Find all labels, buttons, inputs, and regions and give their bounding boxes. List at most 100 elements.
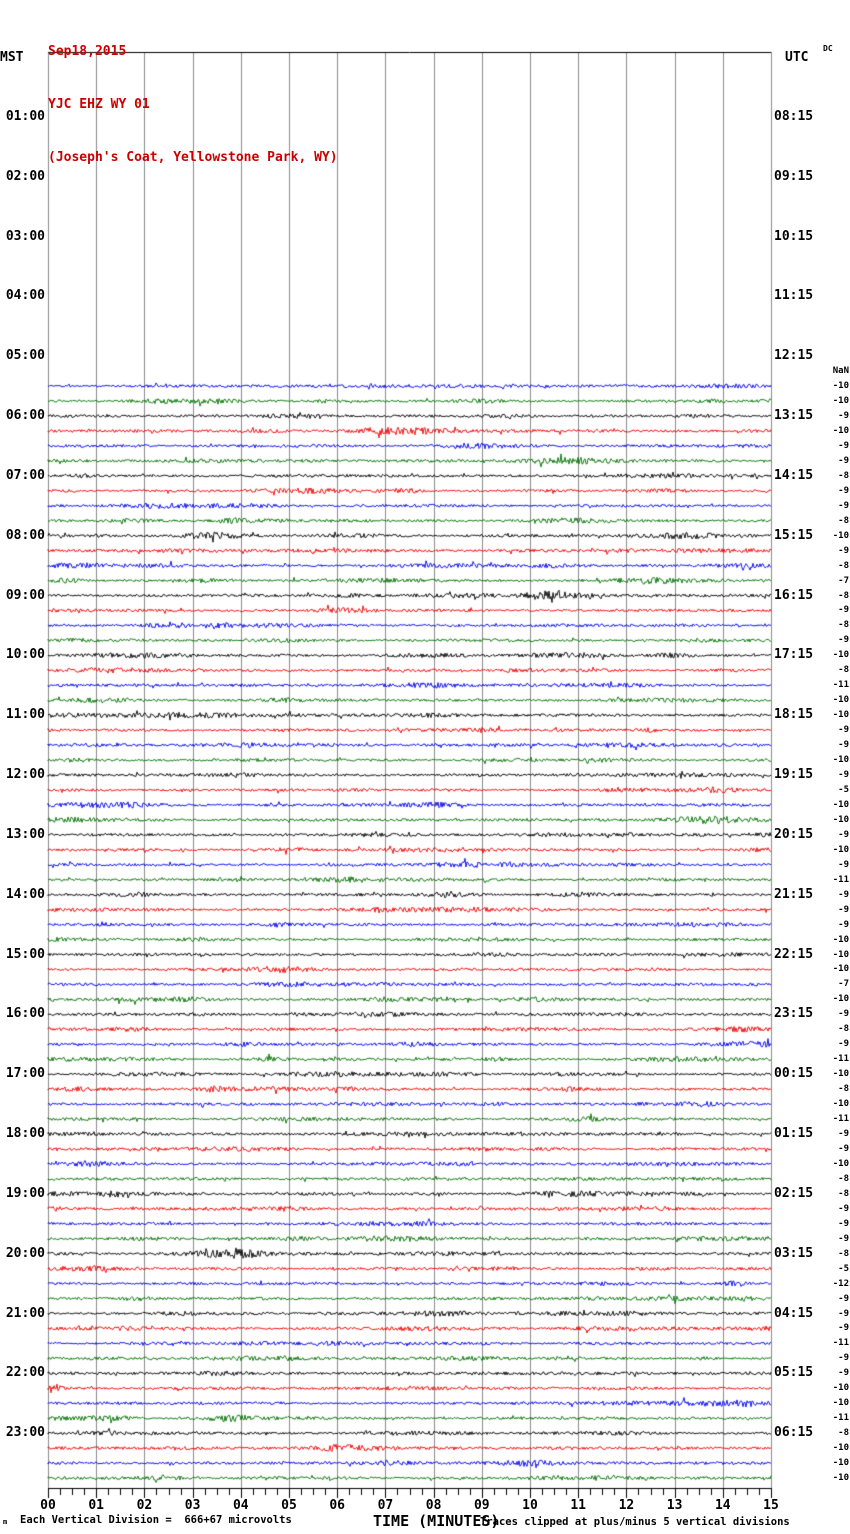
footer-corner-glyph: m — [3, 1518, 8, 1526]
mst-hour-label: 06:00 — [5, 408, 45, 423]
trace-dc-value: -11 — [832, 1413, 849, 1424]
trace-dc-value: -9 — [838, 1293, 849, 1304]
trace-dc-value: -10 — [832, 844, 849, 855]
trace-dc-value: -9 — [838, 635, 849, 646]
mst-hour-label: 12:00 — [5, 767, 45, 782]
trace-dc-value: -9 — [838, 545, 849, 556]
trace-dc-value: -8 — [838, 620, 849, 631]
utc-hour-label: 19:15 — [774, 767, 814, 782]
mst-hour-label: 04:00 — [5, 288, 45, 304]
utc-hour-label: 03:15 — [774, 1245, 814, 1261]
trace-dc-value: -8 — [838, 560, 849, 571]
utc-hour-label: 23:15 — [774, 1006, 814, 1022]
trace-dc-value: -10 — [832, 1383, 849, 1394]
trace-dc-value: -9 — [838, 904, 849, 915]
trace-dc-value: -9 — [838, 605, 849, 616]
x-axis-title: TIME (MINUTES) — [373, 1512, 500, 1530]
utc-hour-label: 20:15 — [774, 826, 814, 842]
minute-tick-label: 14 — [714, 1498, 731, 1513]
trace-dc-value: -9 — [838, 725, 849, 736]
footer-clip-note: Traces clipped at plus/minus 5 vertical … — [480, 1516, 790, 1528]
mst-hour-label: 09:00 — [5, 587, 45, 603]
trace-dc-value: -9 — [838, 859, 849, 870]
mst-hour-label: 13:00 — [5, 826, 45, 842]
trace-dc-value: -9 — [838, 740, 849, 751]
utc-hour-label: 22:15 — [774, 946, 814, 962]
right-axis-unit-utc: UTC — [785, 50, 809, 65]
trace-dc-value: -10 — [832, 994, 849, 1005]
trace-dc-value: -9 — [838, 455, 849, 466]
title-location: (Joseph's Coat, Yellowstone Park, WY) — [48, 150, 338, 165]
minute-tick-label: 05 — [281, 1498, 297, 1513]
mst-hour-label: 22:00 — [5, 1365, 45, 1381]
mst-hour-label: 23:00 — [5, 1425, 45, 1441]
trace-dc-value: -9 — [838, 1218, 849, 1229]
trace-dc-value: -8 — [838, 1428, 849, 1439]
trace-dc-value: -9 — [838, 1009, 849, 1020]
utc-hour-label: 04:15 — [774, 1305, 814, 1321]
minute-tick-label: 03 — [184, 1498, 201, 1513]
trace-dc-value: -10 — [832, 381, 849, 392]
minute-tick-label: 07 — [377, 1498, 394, 1513]
utc-hour-label: 21:15 — [774, 886, 814, 902]
utc-hour-label: 08:15 — [774, 108, 814, 124]
mst-hour-label: 07:00 — [5, 467, 45, 483]
trace-dc-value: -8 — [838, 590, 849, 601]
trace-dc-value: -11 — [832, 1338, 849, 1349]
mst-hour-label: 02:00 — [5, 168, 45, 184]
minute-tick-label: 08 — [425, 1498, 442, 1513]
minute-tick-label: 01 — [88, 1498, 105, 1513]
mst-hour-label: 18:00 — [5, 1126, 45, 1141]
mst-hour-label: 14:00 — [5, 886, 45, 902]
trace-dc-value: -9 — [838, 440, 849, 451]
trace-dc-value: -9 — [838, 1308, 849, 1319]
utc-hour-label: 17:15 — [774, 647, 814, 663]
trace-dc-value: -9 — [838, 1129, 849, 1139]
utc-hour-label: 05:15 — [774, 1365, 814, 1381]
utc-hour-label: 00:15 — [774, 1066, 814, 1082]
trace-dc-value: -5 — [838, 784, 849, 795]
trace-dc-value: -9 — [838, 485, 849, 496]
trace-dc-value: -10 — [832, 814, 849, 825]
mst-hour-label: 16:00 — [5, 1006, 45, 1022]
trace-dc-value: -10 — [832, 799, 849, 810]
mst-hour-label: 05:00 — [5, 348, 45, 364]
trace-dc-value: -11 — [832, 680, 849, 691]
utc-hour-label: 18:15 — [774, 707, 814, 723]
utc-hour-label: 14:15 — [774, 467, 814, 483]
mst-hour-label: 01:00 — [5, 108, 45, 124]
trace-dc-value: -9 — [838, 1143, 849, 1154]
trace-dc-value: -10 — [832, 964, 849, 975]
trace-dc-value: -11 — [832, 1114, 849, 1125]
trace-dc-value: -9 — [838, 1203, 849, 1214]
trace-dc-value: -9 — [838, 1233, 849, 1244]
utc-hour-label: 01:15 — [774, 1126, 814, 1141]
mst-hour-label: 17:00 — [5, 1066, 45, 1082]
minute-tick-label: 15 — [763, 1498, 779, 1513]
trace-dc-value: -10 — [832, 1458, 849, 1469]
utc-hour-label: 02:15 — [774, 1185, 814, 1201]
trace-dc-value: -8 — [838, 1084, 849, 1095]
left-axis-unit-mst: MST — [0, 50, 24, 65]
mst-hour-label: 03:00 — [5, 228, 45, 244]
utc-hour-label: 12:15 — [774, 348, 814, 364]
trace-dc-value: -10 — [832, 1398, 849, 1409]
dc-offset-column-label: DC — [823, 44, 833, 53]
minute-tick-label: 11 — [570, 1498, 587, 1513]
trace-dc-value: -10 — [832, 650, 849, 661]
trace-dc-value: -9 — [838, 411, 849, 421]
minute-tick-label: 12 — [618, 1498, 635, 1513]
trace-dc-value: -10 — [832, 1473, 849, 1484]
trace-dc-value: -9 — [838, 1368, 849, 1379]
trace-dc-value: -10 — [832, 710, 849, 721]
title-date: Sep18,2015 — [48, 44, 127, 59]
trace-dc-value: -9 — [838, 1039, 849, 1050]
trace-dc-value: -7 — [838, 575, 849, 586]
trace-dc-value: -9 — [838, 770, 849, 780]
minute-tick-label: 04 — [232, 1498, 249, 1513]
trace-dc-value: -10 — [832, 396, 849, 407]
trace-dc-value: -5 — [838, 1263, 849, 1274]
utc-hour-label: 15:15 — [774, 527, 814, 543]
